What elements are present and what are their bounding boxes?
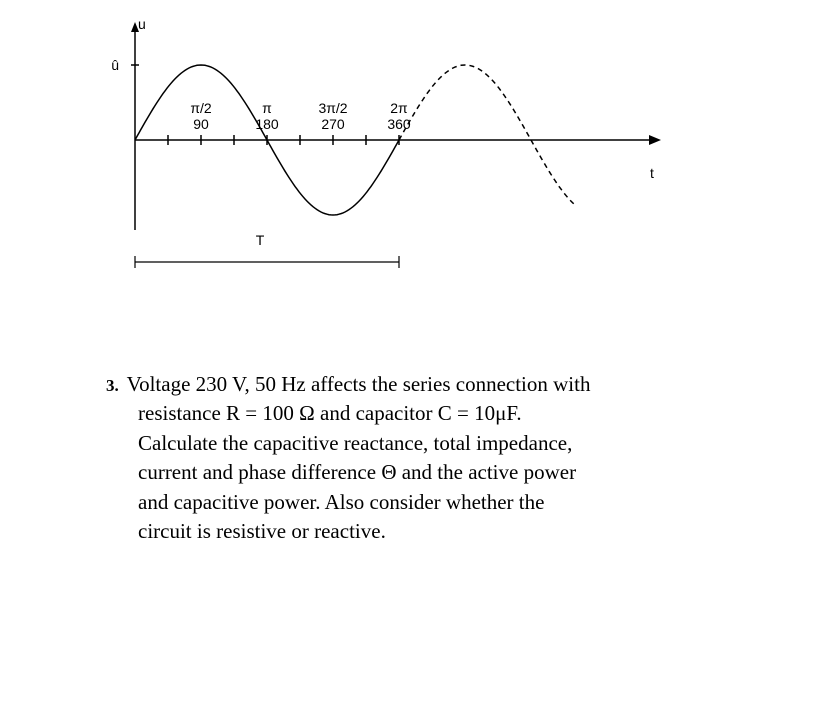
question-line-6: circuit is resistive or reactive.	[138, 519, 386, 543]
svg-text:3π/2: 3π/2	[318, 100, 347, 116]
question-number: 3.	[106, 376, 119, 395]
question-line-2: resistance R = 100 Ω and capacitor C = 1…	[138, 401, 522, 425]
x-axis-arrow	[649, 135, 661, 145]
question-lead: Voltage 230 V, 50 Hz affects the series …	[127, 372, 591, 396]
x-axis-label: t	[650, 165, 654, 181]
question-line-5: and capacitive power. Also consider whet…	[138, 490, 544, 514]
sine-dashed	[399, 65, 575, 205]
svg-text:π: π	[262, 100, 272, 116]
svg-text:180: 180	[255, 116, 279, 132]
question-line-4: current and phase difference Θ and the a…	[138, 460, 576, 484]
svg-text:90: 90	[193, 116, 209, 132]
uhat-label: û	[111, 57, 119, 73]
question-3: 3. Voltage 230 V, 50 Hz affects the seri…	[106, 370, 711, 546]
sine-wave-chart: u û t π/290π1803π/22702π360 T	[105, 20, 665, 300]
svg-text:270: 270	[321, 116, 345, 132]
period-bracket	[135, 256, 399, 268]
svg-text:2π: 2π	[390, 100, 408, 116]
period-label: T	[256, 232, 265, 248]
svg-text:π/2: π/2	[190, 100, 212, 116]
x-marker-labels: π/290π1803π/22702π360	[190, 100, 411, 132]
y-axis-label: u	[138, 20, 146, 32]
question-line-3: Calculate the capacitive reactance, tota…	[138, 431, 572, 455]
